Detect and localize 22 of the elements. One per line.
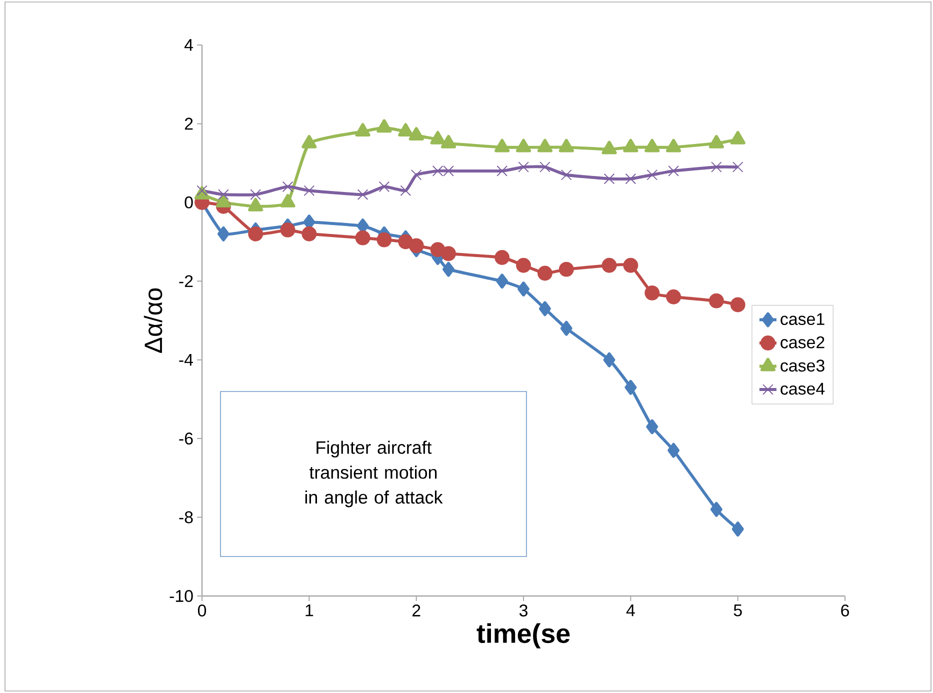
y-tick-label: -8 [179,511,193,524]
x-tick-label: 5 [734,604,742,616]
x-tick-label: 6 [841,604,849,616]
x-axis-title: time(se [476,623,570,648]
legend-label: case2 [780,336,824,348]
y-tick-label: -4 [179,354,194,366]
y-tick-label: -6 [179,432,193,445]
x-tick-label: 1 [306,604,314,616]
y-axis-title: Δα/αo [144,288,162,353]
y-tick-label: -2 [179,275,193,288]
x-tick-label: 4 [626,604,635,616]
legend-label: case1 [780,313,824,326]
annotation: Fighter aircraft transient motion in angle of attack [305,440,443,508]
y-tick-label: 4 [184,39,194,51]
x-tick-label: 3 [519,604,528,616]
y-tick-label: 0 [184,196,193,208]
y-tick-label: -10 [170,590,193,602]
y-tick-label: 2 [184,118,193,130]
legend-label: case4 [780,382,825,395]
x-tick-label: 0 [198,604,206,616]
legend-label: case3 [780,360,824,372]
x-tick-label: 2 [412,604,420,616]
